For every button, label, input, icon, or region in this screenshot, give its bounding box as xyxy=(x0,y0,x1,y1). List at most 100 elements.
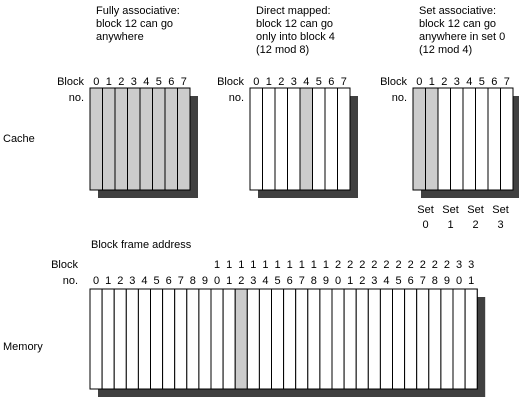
memory-block xyxy=(440,288,454,390)
cache-panel-caption: anywhere xyxy=(96,31,144,43)
memory-ones-digit: 2 xyxy=(117,275,123,287)
memory-block xyxy=(89,288,103,390)
block-label: Block xyxy=(57,76,84,88)
memory-block xyxy=(283,288,297,390)
cache-block-highlighted xyxy=(139,87,153,191)
memory-ones-digit: 6 xyxy=(408,275,414,287)
set-number: 0 xyxy=(422,219,428,231)
block-number: 7 xyxy=(341,76,347,88)
cache-block xyxy=(450,87,464,191)
cache-block xyxy=(437,87,451,191)
memory-ones-digit: 1 xyxy=(226,275,232,287)
cache-block xyxy=(462,87,476,191)
cache-panel-caption: only into block 4 xyxy=(256,31,335,43)
cache-block xyxy=(487,87,501,191)
cache-panel-caption: Set associative: xyxy=(419,5,496,17)
memory-ones-digit: 0 xyxy=(456,275,462,287)
block-label-no: no. xyxy=(392,92,407,104)
cache-block xyxy=(262,87,276,191)
block-number: 0 xyxy=(93,76,99,88)
memory-ones-digit: 5 xyxy=(274,275,280,287)
memory-tens-digit: 1 xyxy=(274,259,280,271)
memory-ones-digit: 7 xyxy=(420,275,426,287)
cache-panel-caption: block 12 can go xyxy=(256,18,333,30)
set-number: 2 xyxy=(472,219,478,231)
cache-block-highlighted xyxy=(164,87,178,191)
cache-block-highlighted xyxy=(102,87,116,191)
memory-ones-digit: 7 xyxy=(299,275,305,287)
memory-tens-digit: 3 xyxy=(456,259,462,271)
memory-tens-digit: 2 xyxy=(432,259,438,271)
memory-ones-digit: 8 xyxy=(190,275,196,287)
cache-panel-caption: anywhere in set 0 xyxy=(419,31,505,43)
block-number: 1 xyxy=(429,76,435,88)
memory-ones-digit: 1 xyxy=(105,275,111,287)
memory-tens-digit: 1 xyxy=(287,259,293,271)
cache-block xyxy=(312,87,326,191)
set-label: Set xyxy=(442,204,459,216)
cache-block xyxy=(337,87,351,191)
cache-block xyxy=(287,87,301,191)
block-number: 6 xyxy=(491,76,497,88)
block-number: 3 xyxy=(291,76,297,88)
block-number: 2 xyxy=(278,76,284,88)
memory-row-label: Memory xyxy=(3,341,43,353)
block-number: 2 xyxy=(441,76,447,88)
memory-block xyxy=(404,288,418,390)
memory-block xyxy=(258,288,272,390)
memory-tens-digit: 2 xyxy=(420,259,426,271)
memory-tens-digit: 1 xyxy=(323,259,329,271)
cache-panel-caption: (12 mod 8) xyxy=(256,44,309,56)
block-number: 0 xyxy=(253,76,259,88)
memory-block xyxy=(137,288,151,390)
cache-panel-caption: Fully associative: xyxy=(96,5,180,17)
memory-tens-digit: 2 xyxy=(371,259,377,271)
memory-block xyxy=(452,288,466,390)
memory-tens-digit: 2 xyxy=(359,259,365,271)
memory-block xyxy=(367,288,381,390)
cache-block-highlighted xyxy=(127,87,141,191)
block-number: 5 xyxy=(316,76,322,88)
block-number: 5 xyxy=(479,76,485,88)
memory-tens-digit: 2 xyxy=(444,259,450,271)
memory-ones-digit: 6 xyxy=(166,275,172,287)
memory-tens-digit: 2 xyxy=(347,259,353,271)
memory-block xyxy=(113,288,127,390)
memory-tens-digit: 1 xyxy=(250,259,256,271)
memory-ones-digit: 1 xyxy=(468,275,474,287)
memory-tens-digit: 2 xyxy=(408,259,414,271)
memory-block xyxy=(162,288,176,390)
memory-tens-digit: 1 xyxy=(238,259,244,271)
memory-block xyxy=(295,288,309,390)
cache-block-highlighted xyxy=(152,87,166,191)
memory-block xyxy=(246,288,260,390)
memory-block xyxy=(307,288,321,390)
memory-block xyxy=(222,288,236,390)
block-number: 7 xyxy=(181,76,187,88)
memory-ones-digit: 5 xyxy=(395,275,401,287)
memory-block xyxy=(174,288,188,390)
memory-block xyxy=(392,288,406,390)
block-number: 3 xyxy=(131,76,137,88)
memory-ones-digit: 0 xyxy=(214,275,220,287)
memory-ones-digit: 8 xyxy=(432,275,438,287)
memory-block xyxy=(319,288,333,390)
block-number: 5 xyxy=(156,76,162,88)
block-number: 6 xyxy=(168,76,174,88)
set-number: 3 xyxy=(497,219,503,231)
block-number: 4 xyxy=(143,76,149,88)
cache-panel-caption: block 12 can go xyxy=(96,18,173,30)
memory-ones-digit: 2 xyxy=(359,275,365,287)
memory-block xyxy=(343,288,357,390)
cache-block-highlighted xyxy=(114,87,128,191)
cache-panels: Fully associative:block 12 can goanywher… xyxy=(57,5,519,231)
block-label-no: no. xyxy=(229,92,244,104)
memory-tens-digit: 1 xyxy=(214,259,220,271)
memory-ones-digit: 4 xyxy=(262,275,268,287)
memory-tens-digit: 2 xyxy=(383,259,389,271)
memory-block-label: Block xyxy=(51,259,78,271)
memory-ones-digit: 1 xyxy=(347,275,353,287)
memory-ones-digit: 4 xyxy=(141,275,147,287)
block-number: 4 xyxy=(303,76,309,88)
